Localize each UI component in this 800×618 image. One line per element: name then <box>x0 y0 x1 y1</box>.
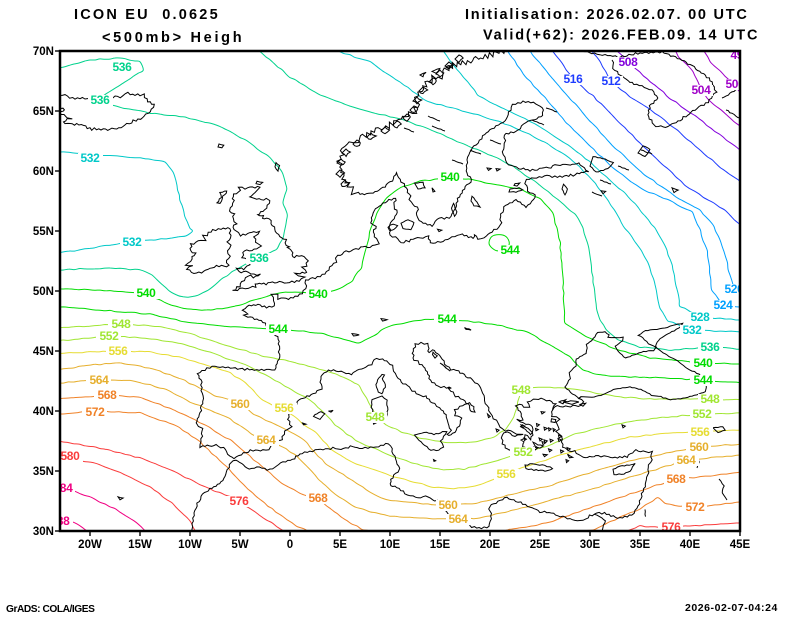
svg-text:556: 556 <box>108 344 128 358</box>
svg-text:GrADS: COLA/IGES: GrADS: COLA/IGES <box>6 604 95 615</box>
svg-text:548: 548 <box>511 383 531 397</box>
svg-text:10W: 10W <box>178 539 202 551</box>
svg-text:55N: 55N <box>33 226 54 238</box>
svg-text:536: 536 <box>700 340 720 354</box>
svg-text:560: 560 <box>438 498 458 512</box>
svg-text:552: 552 <box>513 445 533 459</box>
svg-text:30E: 30E <box>580 539 601 551</box>
svg-text:548: 548 <box>365 410 385 424</box>
svg-text:0: 0 <box>287 539 293 551</box>
svg-text:50N: 50N <box>33 286 54 298</box>
svg-text:70N: 70N <box>33 46 54 58</box>
svg-text:15W: 15W <box>128 539 152 551</box>
svg-text:584: 584 <box>53 481 73 495</box>
svg-text:544: 544 <box>500 243 520 257</box>
svg-text:572: 572 <box>685 500 705 514</box>
svg-text:5E: 5E <box>333 539 347 551</box>
svg-text:560: 560 <box>230 397 250 411</box>
svg-text:540: 540 <box>308 287 328 301</box>
svg-text:532: 532 <box>122 235 142 249</box>
svg-text:580: 580 <box>60 449 80 463</box>
svg-text:Initialisation: 2026.02.07. 00: Initialisation: 2026.02.07. 00 UTC <box>465 7 749 23</box>
svg-text:544: 544 <box>268 322 288 336</box>
svg-text:15E: 15E <box>430 539 451 551</box>
svg-text:548: 548 <box>700 392 720 406</box>
svg-text:532: 532 <box>80 151 100 165</box>
svg-text:<500mb> Heigh: <500mb> Heigh <box>102 30 244 46</box>
svg-text:568: 568 <box>666 472 686 486</box>
svg-text:540: 540 <box>136 286 156 300</box>
svg-text:20E: 20E <box>480 539 501 551</box>
svg-text:544: 544 <box>693 373 713 387</box>
svg-text:45N: 45N <box>33 346 54 358</box>
svg-text:Valid(+62): 2026.FEB.09. 14 UT: Valid(+62): 2026.FEB.09. 14 UTC <box>483 28 759 44</box>
svg-text:524: 524 <box>713 298 733 312</box>
svg-text:512: 512 <box>601 74 621 88</box>
svg-text:588: 588 <box>50 514 70 528</box>
svg-text:2026-02-07-04:24: 2026-02-07-04:24 <box>685 602 778 614</box>
svg-text:556: 556 <box>496 467 516 481</box>
svg-text:544: 544 <box>437 312 457 326</box>
svg-text:552: 552 <box>692 407 712 421</box>
svg-text:564: 564 <box>89 373 109 387</box>
svg-text:536: 536 <box>249 251 269 265</box>
svg-text:60N: 60N <box>33 166 54 178</box>
svg-text:508: 508 <box>618 55 638 69</box>
svg-text:536: 536 <box>112 60 132 74</box>
svg-text:556: 556 <box>690 425 710 439</box>
svg-text:10E: 10E <box>380 539 401 551</box>
svg-text:35N: 35N <box>33 466 54 478</box>
svg-text:576: 576 <box>229 494 249 508</box>
svg-text:ICON EU 0.0625: ICON EU 0.0625 <box>74 7 220 23</box>
svg-text:30N: 30N <box>33 526 54 538</box>
svg-text:560: 560 <box>689 440 709 454</box>
svg-text:568: 568 <box>97 388 117 402</box>
svg-text:504: 504 <box>691 83 711 97</box>
svg-text:548: 548 <box>111 317 131 331</box>
svg-text:552: 552 <box>99 329 119 343</box>
svg-text:500: 500 <box>725 77 745 91</box>
svg-text:65N: 65N <box>33 106 54 118</box>
svg-text:516: 516 <box>563 72 583 86</box>
svg-text:564: 564 <box>676 453 696 467</box>
svg-text:564: 564 <box>448 512 468 526</box>
svg-text:45E: 45E <box>730 539 751 551</box>
svg-text:520: 520 <box>724 282 744 296</box>
svg-text:556: 556 <box>274 401 294 415</box>
svg-text:35E: 35E <box>630 539 651 551</box>
svg-text:536: 536 <box>90 93 110 107</box>
svg-text:496: 496 <box>730 48 750 62</box>
svg-text:532: 532 <box>682 323 702 337</box>
svg-text:540: 540 <box>693 356 713 370</box>
svg-text:40N: 40N <box>33 406 54 418</box>
svg-text:568: 568 <box>308 491 328 505</box>
svg-text:528: 528 <box>690 310 710 324</box>
svg-text:20W: 20W <box>78 539 102 551</box>
svg-text:576: 576 <box>661 520 681 534</box>
svg-text:564: 564 <box>256 433 276 447</box>
svg-text:5W: 5W <box>231 539 248 551</box>
svg-text:572: 572 <box>85 405 105 419</box>
svg-text:40E: 40E <box>680 539 701 551</box>
svg-text:25E: 25E <box>530 539 551 551</box>
svg-text:540: 540 <box>440 170 460 184</box>
